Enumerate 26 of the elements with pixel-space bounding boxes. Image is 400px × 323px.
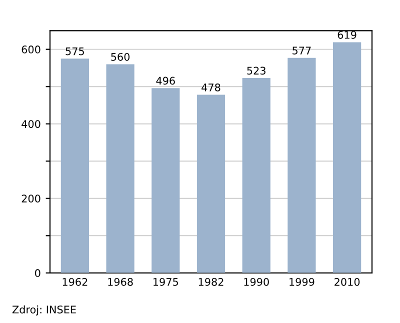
bar	[60, 58, 90, 273]
data-label: 478	[202, 84, 220, 92]
y-tick-label: 0	[35, 269, 40, 278]
bar	[106, 64, 134, 273]
x-tick-label: 1962	[62, 278, 88, 286]
data-label: 560	[111, 52, 130, 61]
bar	[196, 94, 226, 273]
x-tick-label: 2010	[334, 278, 360, 286]
x-tick-label: 1982	[198, 278, 224, 286]
y-tick-label: 400	[22, 120, 40, 128]
x-tick-label: 1999	[290, 278, 314, 286]
data-label: 577	[292, 46, 311, 54]
x-tick-label: 1990	[244, 278, 269, 286]
data-label: 523	[247, 66, 266, 75]
x-tick-label: 1968	[108, 278, 133, 286]
y-tick-label: 200	[22, 194, 40, 202]
bar	[242, 78, 270, 273]
x-tick-label: 1975	[154, 278, 178, 286]
text: Zdroj: INSEE	[12, 305, 76, 316]
data-label: 619	[338, 30, 356, 39]
bar	[152, 88, 180, 273]
bar	[332, 42, 362, 273]
data-label: 496	[156, 76, 175, 85]
bar	[288, 58, 316, 273]
data-label: 575	[66, 47, 84, 56]
y-tick-label: 600	[22, 46, 40, 54]
